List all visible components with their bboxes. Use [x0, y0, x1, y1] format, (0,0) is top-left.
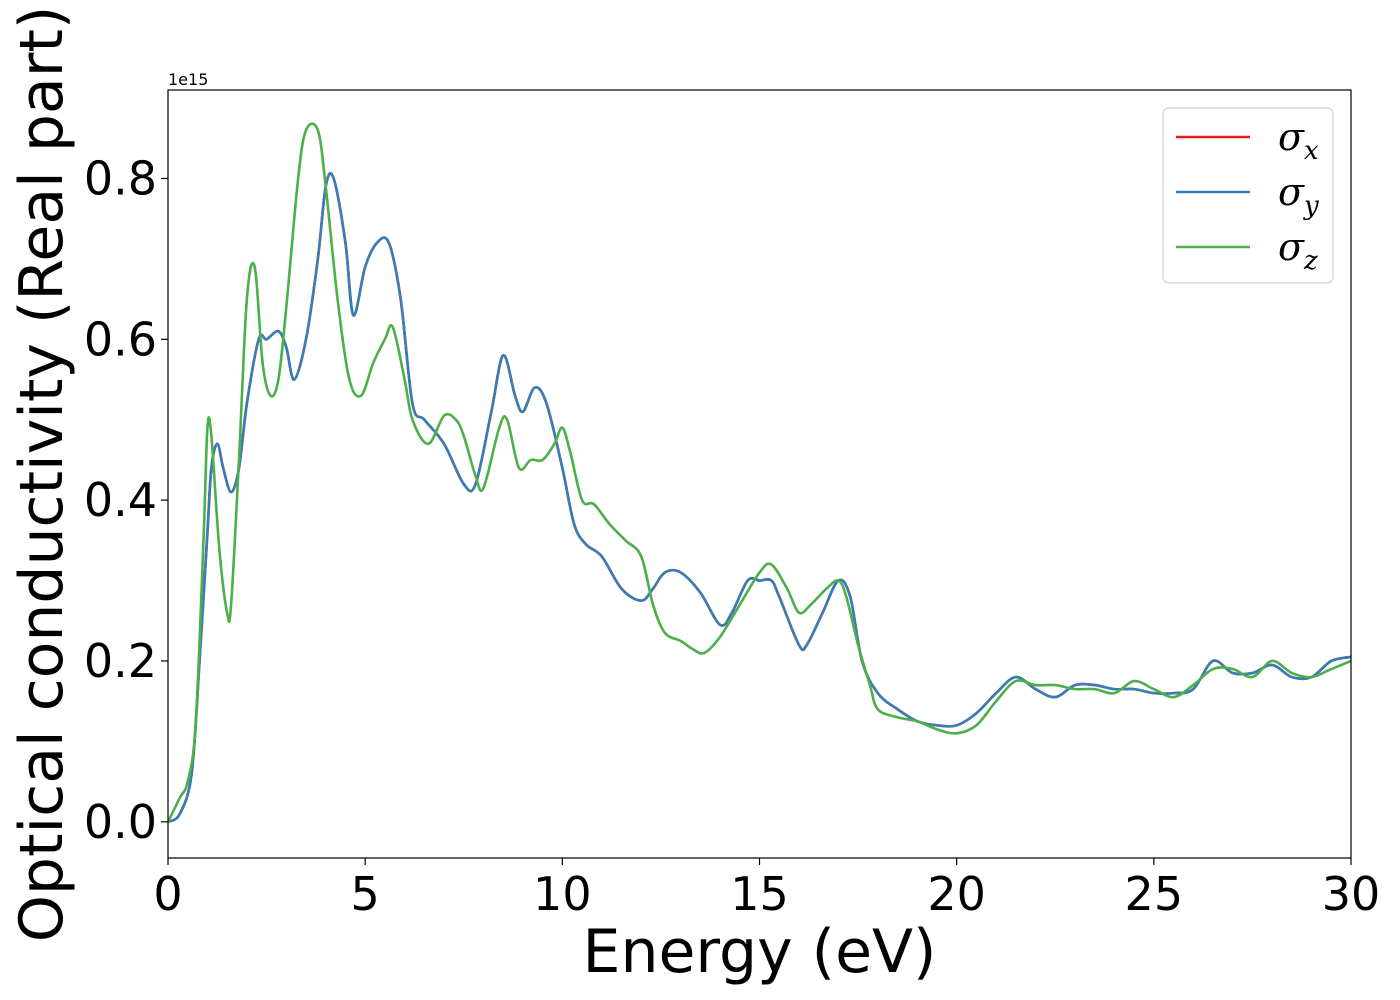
series-line-y: [168, 172, 1351, 824]
y-axis-title: Optical conductivity (Real part): [7, 6, 77, 943]
legend-box: [1162, 107, 1334, 284]
x-tick-label: 10: [533, 867, 592, 921]
series-layer: [168, 122, 1351, 824]
legend-label-z: σz: [1278, 225, 1318, 276]
y-tick-label: 0.0: [84, 795, 157, 849]
x-axis: 0 5 10 15 20 25 30: [153, 858, 1380, 921]
x-tick-label: 30: [1322, 867, 1381, 921]
legend-label-x: σx: [1278, 115, 1319, 166]
y-tick-label: 0.2: [84, 634, 157, 688]
y-tick-label: 0.8: [84, 151, 157, 205]
y-tick-label: 0.4: [84, 473, 157, 527]
y-axis-offset-label: 1e15: [168, 70, 208, 89]
x-tick-label: 25: [1125, 867, 1184, 921]
y-axis: 0.0 0.2 0.4 0.6 0.8: [84, 151, 168, 849]
y-tick-label: 0.6: [84, 312, 157, 366]
legend-label-y: σy: [1278, 170, 1319, 221]
x-axis-title: Energy (eV): [583, 917, 937, 987]
x-tick-label: 0: [153, 867, 182, 921]
x-tick-label: 5: [351, 867, 380, 921]
x-tick-label: 20: [927, 867, 986, 921]
series-line-z: [168, 122, 1351, 824]
x-tick-label: 15: [730, 867, 789, 921]
